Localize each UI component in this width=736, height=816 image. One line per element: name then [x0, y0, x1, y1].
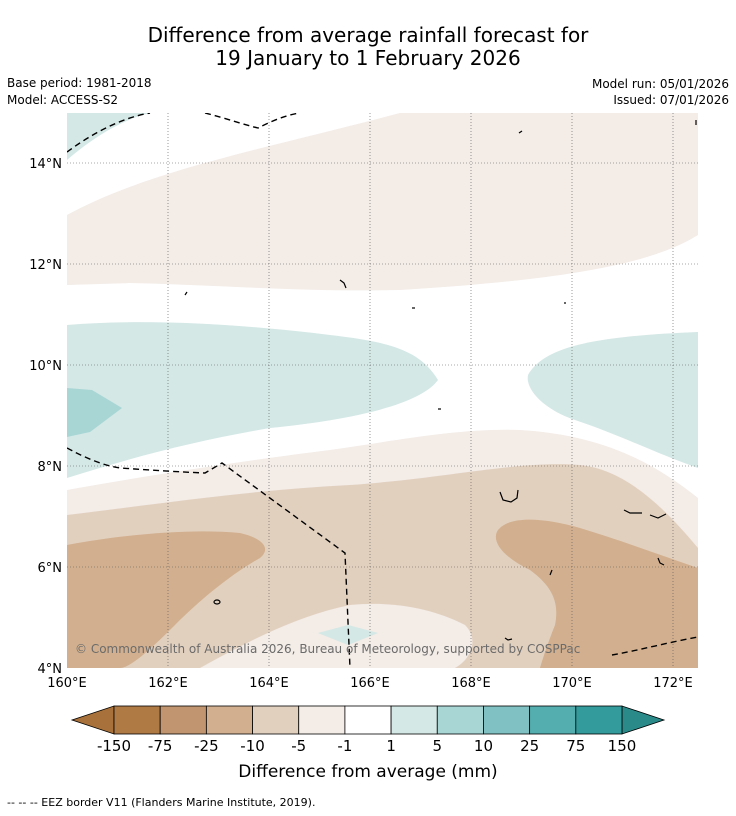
- lon-tick-160: 160°E: [47, 676, 87, 691]
- base-period: Base period: 1981-2018: [7, 76, 152, 90]
- colorbar-swatch: [575, 705, 623, 735]
- grid-lines: [67, 113, 698, 668]
- lon-tick-172: 172°E: [653, 676, 693, 691]
- lon-tick-164: 164°E: [249, 676, 289, 691]
- eez-footnote: -- -- -- EEZ border V11 (Flanders Marine…: [7, 796, 316, 809]
- contour-dry-south-2: [67, 464, 698, 668]
- colorbar-tick-label: -1: [337, 737, 352, 755]
- contour-dry-south-3: [67, 531, 266, 668]
- title-line-2: 19 January to 1 February 2026: [215, 46, 521, 70]
- lon-tick-166: 166°E: [350, 676, 390, 691]
- colorbar-tick-label: -25: [194, 737, 219, 755]
- contour-fills: [67, 113, 698, 668]
- colorbar-swatch: [529, 705, 577, 735]
- lat-tick-10: 10°N: [29, 359, 62, 374]
- contour-wet-west-strong: [67, 388, 122, 437]
- colorbar-tick-label: 25: [520, 737, 539, 755]
- colorbar-arrow-left: [70, 705, 115, 735]
- colorbar-tick-label: 75: [566, 737, 585, 755]
- colorbar-label: Difference from average (mm): [238, 762, 498, 782]
- colorbar-tick-label: 150: [608, 737, 637, 755]
- colorbar-tick-label: 5: [432, 737, 442, 755]
- contour-wet-east: [527, 332, 698, 468]
- model-run: Model run: 05/01/2026: [591, 77, 729, 91]
- colorbar-swatch: [298, 705, 346, 735]
- copyright-text: © Commonwealth of Australia 2026, Bureau…: [75, 642, 580, 656]
- lat-tick-14: 14°N: [29, 157, 62, 172]
- colorbar-swatch: [113, 705, 161, 735]
- issued-date: Issued: 07/01/2026: [613, 93, 729, 107]
- lon-tick-168: 168°E: [451, 676, 491, 691]
- colorbar-tick-label: -150: [97, 737, 131, 755]
- colorbar-tick-label: -75: [148, 737, 173, 755]
- lon-tick-170: 170°E: [552, 676, 592, 691]
- model-name: Model: ACCESS-S2: [7, 93, 119, 107]
- colorbar-swatch: [436, 705, 484, 735]
- contour-wet-nw: [67, 113, 150, 160]
- lon-tick-162: 162°E: [148, 676, 188, 691]
- colorbar-tick-label: 10: [474, 737, 493, 755]
- colorbar-tick-label: -10: [240, 737, 265, 755]
- rainfall-map: © Commonwealth of Australia 2026, Bureau…: [29, 113, 698, 755]
- colorbar-swatch: [159, 705, 207, 735]
- axis-labels: 4°N 6°N 8°N 10°N 12°N 14°N 160°E 162°E 1…: [29, 157, 693, 691]
- colorbar-swatch: [252, 705, 300, 735]
- colorbar-swatch: [344, 705, 392, 735]
- contour-wet-south: [318, 625, 378, 645]
- colorbar: -150 -75 -25 -10 -5 -1 1 5 10 25 75 150: [70, 705, 666, 755]
- colorbar-tick-label: 1: [386, 737, 396, 755]
- colorbar-swatch: [205, 705, 253, 735]
- colorbar-tick-label: -5: [291, 737, 306, 755]
- lat-tick-4: 4°N: [38, 662, 63, 677]
- lat-tick-8: 8°N: [38, 460, 63, 475]
- contour-wet-west: [67, 322, 438, 478]
- island-outlines: [184, 120, 697, 641]
- contour-dry-south-3b: [495, 519, 698, 668]
- lat-tick-12: 12°N: [29, 258, 62, 273]
- eez-border-lines: [67, 113, 698, 668]
- contour-dry-north: [67, 113, 698, 291]
- lat-tick-6: 6°N: [38, 561, 63, 576]
- title-line-1: Difference from average rainfall forecas…: [147, 23, 589, 47]
- colorbar-swatch: [390, 705, 438, 735]
- colorbar-arrow-right: [621, 705, 666, 735]
- colorbar-swatch: [483, 705, 531, 735]
